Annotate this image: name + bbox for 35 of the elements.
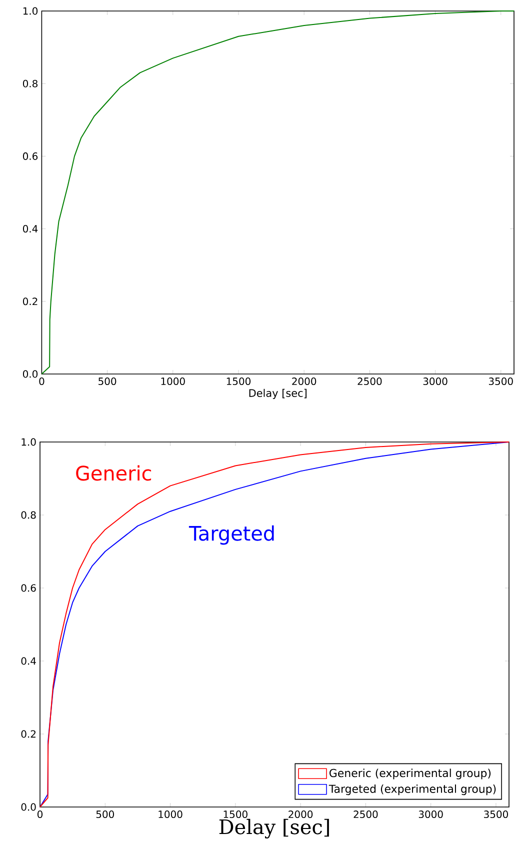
x-tick-label: 0: [39, 378, 44, 386]
y-tick-label: 0.0: [22, 370, 38, 378]
y-tick-label: 0.2: [21, 730, 36, 738]
annotation: Targeted: [188, 525, 274, 545]
x-tick-label: 500: [96, 810, 114, 818]
x-tick-label: 1500: [224, 810, 248, 818]
y-tick-label: 0.6: [22, 152, 38, 160]
x-tick-label: 2500: [358, 378, 382, 386]
x-tick-label: 0: [37, 810, 43, 818]
y-tick-label: 0.8: [21, 511, 36, 519]
y-tick-label: 1.0: [22, 438, 36, 446]
y-tick-label: 0.4: [22, 225, 38, 233]
legend-label: Targeted (experimental group): [328, 784, 496, 796]
x-tick-label: 2500: [354, 810, 378, 818]
x-tick-label: 3500: [484, 810, 508, 818]
x-tick-label: 3500: [488, 378, 513, 386]
y-tick-label: 0.0: [21, 803, 36, 811]
x-axis-title: Delay [sec]: [249, 388, 307, 400]
x-tick-label: 500: [98, 378, 116, 386]
y-tick-label: 0.6: [21, 584, 36, 592]
line-series: [40, 441, 510, 808]
y-tick-label: 0.8: [22, 80, 38, 88]
x-tick-label: 3000: [418, 810, 443, 818]
x-tick-label: 2000: [292, 378, 316, 386]
legend-label: Generic (experimental group): [330, 768, 491, 780]
x-tick-label: 3000: [423, 378, 448, 386]
x-tick-label: 1500: [226, 378, 251, 386]
y-tick-label: 0.2: [22, 298, 38, 306]
x-tick-label: 1000: [161, 378, 185, 386]
x-tick-label: 2000: [288, 810, 313, 818]
x-tick-label: 1000: [158, 810, 182, 818]
y-tick-label: 1.0: [23, 7, 38, 15]
x-axis-title: Delay [sec]: [219, 818, 329, 838]
annotation: Generic: [76, 465, 152, 481]
y-tick-label: 0.4: [21, 657, 36, 665]
